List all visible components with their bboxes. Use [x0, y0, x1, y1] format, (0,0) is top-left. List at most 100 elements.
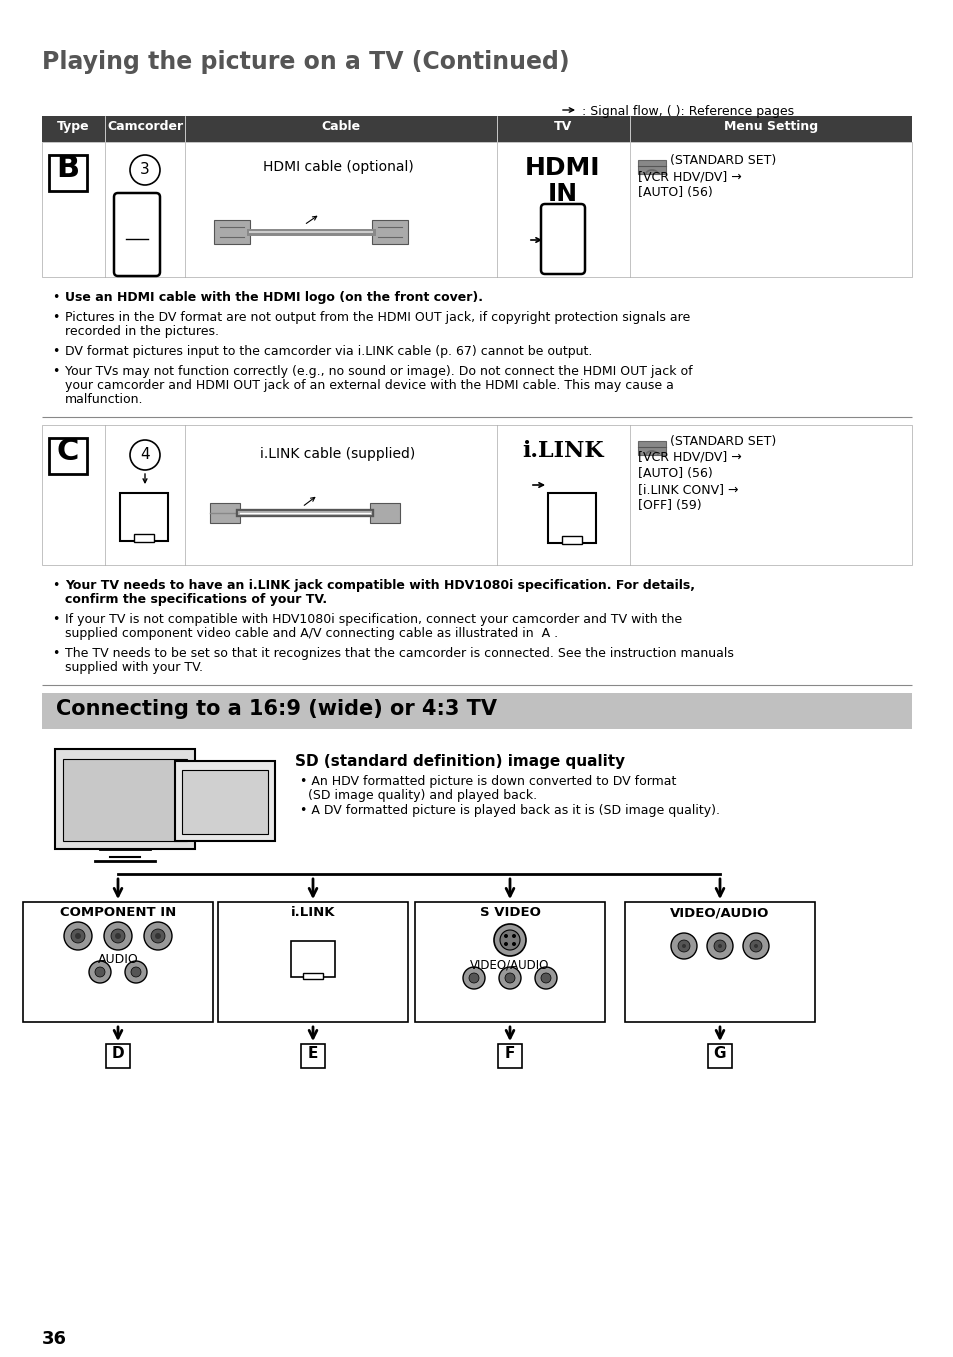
Circle shape: [64, 921, 91, 950]
Circle shape: [494, 924, 525, 955]
Text: D: D: [112, 1046, 124, 1061]
Text: VIDEO/AUDIO: VIDEO/AUDIO: [670, 906, 769, 919]
Text: Menu Setting: Menu Setting: [723, 119, 818, 133]
Text: G: G: [713, 1046, 725, 1061]
FancyBboxPatch shape: [540, 204, 584, 274]
Text: Your TVs may not function correctly (e.g., no sound or image). Do not connect th: Your TVs may not function correctly (e.g…: [65, 365, 692, 379]
Bar: [182, 769, 268, 835]
Text: Connecting to a 16:9 (wide) or 4:3 TV: Connecting to a 16:9 (wide) or 4:3 TV: [56, 699, 497, 719]
Circle shape: [713, 940, 725, 953]
Text: i.LINK cable (supplied): i.LINK cable (supplied): [260, 446, 416, 461]
Bar: [547, 493, 596, 543]
Circle shape: [718, 944, 721, 949]
Bar: [624, 902, 814, 1022]
Circle shape: [111, 930, 125, 943]
Text: •: •: [52, 365, 59, 379]
Bar: [23, 902, 213, 1022]
Text: 4: 4: [140, 446, 150, 461]
Circle shape: [503, 942, 507, 946]
Text: [i.LINK CONV] →: [i.LINK CONV] →: [638, 483, 738, 497]
Text: •: •: [52, 345, 59, 358]
Bar: [120, 493, 168, 541]
Bar: [707, 1044, 731, 1068]
Circle shape: [71, 930, 85, 943]
Circle shape: [535, 968, 557, 989]
Text: Playing the picture on a TV (Continued): Playing the picture on a TV (Continued): [42, 50, 569, 75]
Circle shape: [498, 968, 520, 989]
Text: HDMI cable (optional): HDMI cable (optional): [262, 160, 413, 174]
Bar: [210, 503, 240, 522]
Bar: [301, 1044, 325, 1068]
Text: 36: 36: [42, 1330, 67, 1348]
Circle shape: [512, 934, 516, 938]
Text: DV format pictures input to the camcorder via i.LINK cable (p. 67) cannot be out: DV format pictures input to the camcorde…: [65, 345, 592, 358]
Text: Camcorder: Camcorder: [107, 119, 183, 133]
Text: Type: Type: [57, 119, 90, 133]
Text: Use an HDMI cable with the HDMI logo (on the front cover).: Use an HDMI cable with the HDMI logo (on…: [65, 290, 482, 304]
Text: i.LINK: i.LINK: [291, 906, 335, 919]
Circle shape: [678, 940, 689, 953]
Text: recorded in the pictures.: recorded in the pictures.: [65, 324, 219, 338]
Text: •: •: [52, 613, 59, 626]
Circle shape: [151, 930, 165, 943]
Text: your camcorder and HDMI OUT jack of an external device with the HDMI cable. This: your camcorder and HDMI OUT jack of an e…: [65, 379, 673, 392]
Text: confirm the specifications of your TV.: confirm the specifications of your TV.: [65, 593, 327, 607]
Bar: [213, 220, 250, 244]
Circle shape: [706, 934, 732, 959]
Text: If your TV is not compatible with HDV1080i specification, connect your camcorder: If your TV is not compatible with HDV108…: [65, 613, 681, 626]
Circle shape: [753, 944, 758, 949]
Circle shape: [144, 921, 172, 950]
Text: SD (standard definition) image quality: SD (standard definition) image quality: [294, 754, 624, 769]
Circle shape: [681, 944, 685, 949]
Bar: [497, 1044, 521, 1068]
Bar: [133, 535, 153, 541]
Circle shape: [742, 934, 768, 959]
Bar: [561, 536, 581, 544]
Circle shape: [131, 968, 141, 977]
Bar: [105, 115, 185, 142]
Circle shape: [130, 155, 160, 185]
Circle shape: [104, 921, 132, 950]
Text: [VCR HDV/DV] →: [VCR HDV/DV] →: [638, 451, 741, 464]
Text: Pictures in the DV format are not output from the HDMI OUT jack, if copyright pr: Pictures in the DV format are not output…: [65, 311, 690, 324]
Text: •: •: [52, 290, 59, 304]
Text: • An HDV formatted picture is down converted to DV format: • An HDV formatted picture is down conve…: [299, 775, 676, 788]
Text: supplied with your TV.: supplied with your TV.: [65, 661, 203, 674]
Bar: [42, 115, 105, 142]
Text: i.LINK: i.LINK: [521, 440, 603, 461]
Text: HDMI: HDMI: [525, 156, 600, 180]
Circle shape: [95, 968, 105, 977]
Circle shape: [75, 934, 81, 939]
Bar: [55, 749, 194, 849]
Bar: [63, 759, 187, 841]
Bar: [174, 761, 274, 841]
Text: supplied component video cable and A/V connecting cable as illustrated in  A .: supplied component video cable and A/V c…: [65, 627, 558, 641]
Text: C: C: [57, 437, 79, 465]
Bar: [303, 973, 323, 978]
Text: The TV needs to be set so that it recognizes that the camcorder is connected. Se: The TV needs to be set so that it recogn…: [65, 647, 733, 660]
Circle shape: [512, 942, 516, 946]
Circle shape: [469, 973, 478, 982]
Circle shape: [154, 934, 161, 939]
Circle shape: [670, 934, 697, 959]
Bar: [218, 902, 408, 1022]
Text: AUDIO: AUDIO: [97, 953, 138, 966]
Text: F: F: [504, 1046, 515, 1061]
Circle shape: [130, 440, 160, 470]
Bar: [638, 160, 665, 174]
Bar: [370, 503, 399, 522]
Bar: [372, 220, 408, 244]
FancyBboxPatch shape: [49, 438, 87, 474]
Bar: [415, 902, 604, 1022]
Text: TV: TV: [554, 119, 572, 133]
Text: [AUTO] (56): [AUTO] (56): [638, 467, 712, 480]
Text: [AUTO] (56): [AUTO] (56): [638, 186, 712, 199]
Text: (SD image quality) and played back.: (SD image quality) and played back.: [308, 788, 537, 802]
Circle shape: [462, 968, 484, 989]
Text: (STANDARD SET): (STANDARD SET): [669, 436, 776, 448]
Circle shape: [125, 961, 147, 982]
Text: •: •: [52, 311, 59, 324]
Text: E: E: [308, 1046, 318, 1061]
Text: •: •: [52, 647, 59, 660]
Circle shape: [540, 973, 551, 982]
